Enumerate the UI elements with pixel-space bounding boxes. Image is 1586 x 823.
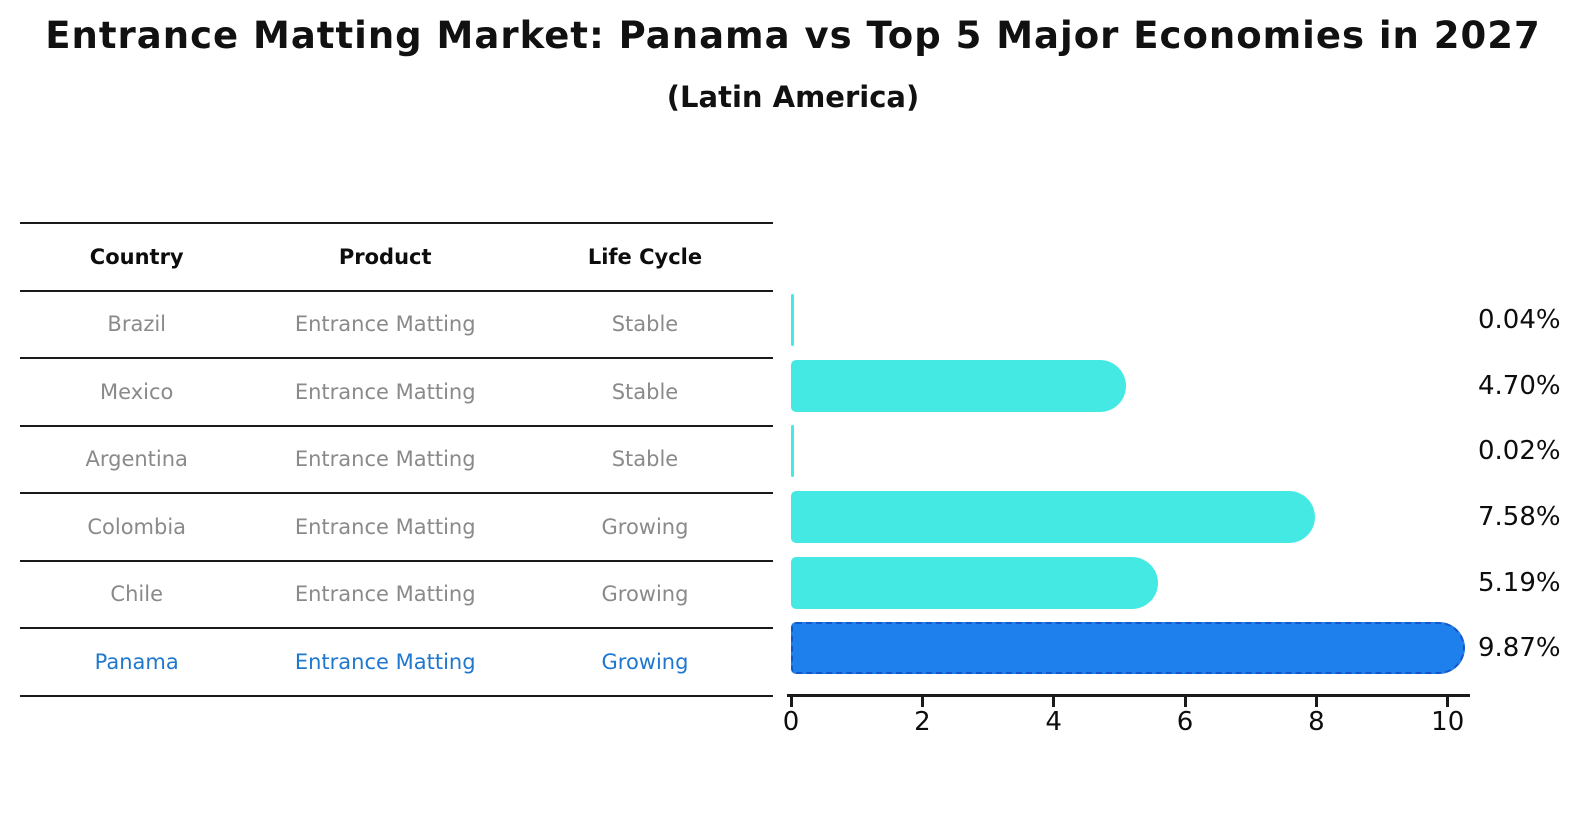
cell-product: Entrance Matting	[294, 447, 476, 472]
table-body: Brazil Entrance Matting Stable Mexico Entran…	[20, 289, 773, 695]
bar-panama	[791, 622, 1466, 675]
cell-product: Entrance Matting	[294, 312, 476, 337]
country-table: Country Product Life Cycle Brazil Entranc…	[20, 222, 773, 697]
cell-country: Brazil	[107, 312, 167, 337]
x-tick-mark	[1052, 697, 1056, 707]
table-row-colombia: Colombia Entrance Matting Growing	[20, 492, 773, 560]
value-label-argentina: 0.02%	[1478, 436, 1561, 467]
bar-brazil	[791, 294, 794, 347]
cell-country: Panama	[94, 649, 179, 674]
bar-mexico	[791, 359, 1126, 412]
x-tick-mark	[1183, 697, 1187, 707]
cell-life-cycle: Stable	[611, 312, 679, 337]
table-header-row: Country Product Life Cycle	[20, 222, 773, 290]
chart-subtitle: (Latin America)	[666, 80, 920, 114]
cell-life-cycle: Stable	[611, 379, 679, 404]
value-label-mexico: 4.70%	[1478, 370, 1561, 401]
table-row-argentina: Argentina Entrance Matting Stable	[20, 424, 773, 493]
cell-product: Entrance Matting	[294, 379, 476, 404]
cell-country: Mexico	[100, 379, 174, 404]
bar-argentina	[791, 425, 794, 478]
column-header-life-cycle: Life Cycle	[587, 244, 703, 269]
table-row-panama: Panama Entrance Matting Growing	[20, 627, 773, 695]
x-tick-label: 6	[1176, 707, 1194, 737]
x-tick-mark	[789, 697, 793, 707]
x-tick-mark	[1314, 697, 1318, 707]
table-row-brazil: Brazil Entrance Matting Stable	[20, 289, 773, 358]
cell-product: Entrance Matting	[294, 649, 476, 674]
bar-colombia	[791, 491, 1315, 543]
chart-title: Entrance Matting Market: Panama vs Top 5…	[45, 14, 1541, 57]
cell-country: Argentina	[85, 447, 188, 472]
x-tick-label: 8	[1308, 707, 1325, 737]
value-label-colombia: 7.58%	[1478, 502, 1561, 532]
x-tick-label: 0	[782, 707, 800, 737]
cell-product: Entrance Matting	[294, 582, 476, 607]
cell-country: Colombia	[87, 514, 187, 539]
x-axis-line	[787, 694, 1470, 697]
column-header-product: Product	[338, 244, 432, 269]
cell-life-cycle: Growing	[601, 514, 689, 539]
cell-life-cycle: Growing	[601, 649, 689, 674]
cell-life-cycle: Stable	[611, 447, 679, 472]
value-label-chile: 5.19%	[1478, 567, 1561, 598]
cell-life-cycle: Growing	[601, 582, 689, 607]
value-label-brazil: 0.04%	[1478, 305, 1561, 336]
cell-country: Chile	[110, 582, 163, 607]
x-tick-label: 10	[1431, 707, 1465, 737]
table-row-chile: Chile Entrance Matting Growing	[20, 559, 773, 628]
table-row-mexico: Mexico Entrance Matting Stable	[20, 357, 773, 425]
bar-chile	[791, 556, 1158, 609]
cell-product: Entrance Matting	[294, 514, 476, 539]
x-tick-label: 4	[1045, 707, 1062, 737]
x-tick-mark	[920, 697, 924, 707]
value-label-panama: 9.87%	[1478, 633, 1561, 664]
x-tick-label: 2	[914, 707, 931, 737]
column-header-country: Country	[89, 244, 184, 269]
x-tick-mark	[1446, 697, 1450, 707]
